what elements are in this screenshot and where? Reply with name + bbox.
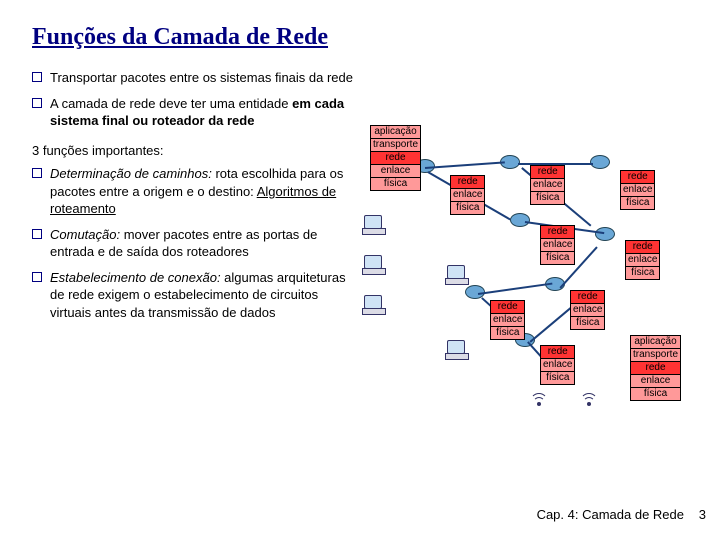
layer-física: física: [531, 191, 564, 204]
bullet-text: Comutação: mover pacotes entre as portas…: [50, 226, 362, 261]
bullet-item: Estabelecimento de conexão: algumas arqu…: [32, 269, 362, 322]
text-column: Transportar pacotes entre os sistemas fi…: [32, 69, 362, 330]
router-icon: [590, 155, 610, 169]
layer-física: física: [631, 387, 680, 400]
layer-aplicação: aplicação: [371, 126, 420, 138]
layer-aplicação: aplicação: [631, 336, 680, 348]
layer-rede: rede: [451, 176, 484, 188]
layer-rede: rede: [371, 151, 420, 164]
layer-stack-r5: redeenlacefísica: [625, 240, 660, 280]
layer-enlace: enlace: [621, 183, 654, 196]
layer-física: física: [541, 251, 574, 264]
bullet-item: Determinação de caminhos: rota escolhida…: [32, 165, 362, 218]
network-diagram: aplicaçãotransporteredeenlacefísicaredee…: [370, 115, 700, 475]
layer-rede: rede: [491, 301, 524, 313]
bullet-text: Transportar pacotes entre os sistemas fi…: [50, 69, 353, 87]
wireless-icon: [580, 395, 598, 407]
layer-física: física: [541, 371, 574, 384]
bullet-item: Transportar pacotes entre os sistemas fi…: [32, 69, 362, 87]
network-link: [425, 161, 505, 168]
bullet-square-icon: [32, 98, 42, 108]
bullet-square-icon: [32, 72, 42, 82]
layer-rede: rede: [541, 346, 574, 358]
layer-enlace: enlace: [631, 374, 680, 387]
page-number: 3: [699, 507, 706, 522]
layer-rede: rede: [541, 226, 574, 238]
router-icon: [595, 227, 615, 241]
layer-física: física: [371, 177, 420, 190]
bullet-text: Determinação de caminhos: rota escolhida…: [50, 165, 362, 218]
layer-stack-r2: redeenlacefísica: [530, 165, 565, 205]
computer-icon: [362, 255, 384, 273]
layer-rede: rede: [621, 171, 654, 183]
bullet-square-icon: [32, 168, 42, 178]
layer-enlace: enlace: [541, 238, 574, 251]
layer-stack-r3: redeenlacefísica: [620, 170, 655, 210]
bullet-item: A camada de rede deve ter uma entidade e…: [32, 95, 362, 130]
layer-física: física: [451, 201, 484, 214]
computer-icon: [362, 215, 384, 233]
layer-transporte: transporte: [631, 348, 680, 361]
bullet-item: Comutação: mover pacotes entre as portas…: [32, 226, 362, 261]
bullet-square-icon: [32, 229, 42, 239]
bullet-text: A camada de rede deve ter uma entidade e…: [50, 95, 362, 130]
wireless-icon: [530, 395, 548, 407]
layer-stack-r4: redeenlacefísica: [540, 225, 575, 265]
layer-stack-r1: redeenlacefísica: [450, 175, 485, 215]
layer-enlace: enlace: [371, 164, 420, 177]
router-icon: [510, 213, 530, 227]
layer-enlace: enlace: [491, 313, 524, 326]
subheading: 3 funções importantes:: [32, 142, 362, 160]
layer-stack-r7: redeenlacefísica: [570, 290, 605, 330]
network-link: [478, 283, 552, 295]
layer-enlace: enlace: [531, 178, 564, 191]
bullet-square-icon: [32, 272, 42, 282]
slide-title: Funções da Camada de Rede: [32, 24, 688, 51]
bullet-text: Estabelecimento de conexão: algumas arqu…: [50, 269, 362, 322]
layer-stack-r6: redeenlacefísica: [490, 300, 525, 340]
layer-enlace: enlace: [541, 358, 574, 371]
layer-enlace: enlace: [571, 303, 604, 316]
layer-rede: rede: [626, 241, 659, 253]
layer-física: física: [571, 316, 604, 329]
layer-enlace: enlace: [626, 253, 659, 266]
layer-física: física: [491, 326, 524, 339]
layer-transporte: transporte: [371, 138, 420, 151]
computer-icon: [445, 265, 467, 283]
layer-enlace: enlace: [451, 188, 484, 201]
computer-icon: [445, 340, 467, 358]
layer-stack-host-src: aplicaçãotransporteredeenlacefísica: [370, 125, 421, 191]
layer-stack-r8: redeenlacefísica: [540, 345, 575, 385]
layer-física: física: [626, 266, 659, 279]
layer-stack-host-dst: aplicaçãotransporteredeenlacefísica: [630, 335, 681, 401]
layer-rede: rede: [571, 291, 604, 303]
layer-rede: rede: [531, 166, 564, 178]
footer-text: Cap. 4: Camada de Rede: [537, 507, 684, 522]
layer-física: física: [621, 196, 654, 209]
layer-rede: rede: [631, 361, 680, 374]
computer-icon: [362, 295, 384, 313]
